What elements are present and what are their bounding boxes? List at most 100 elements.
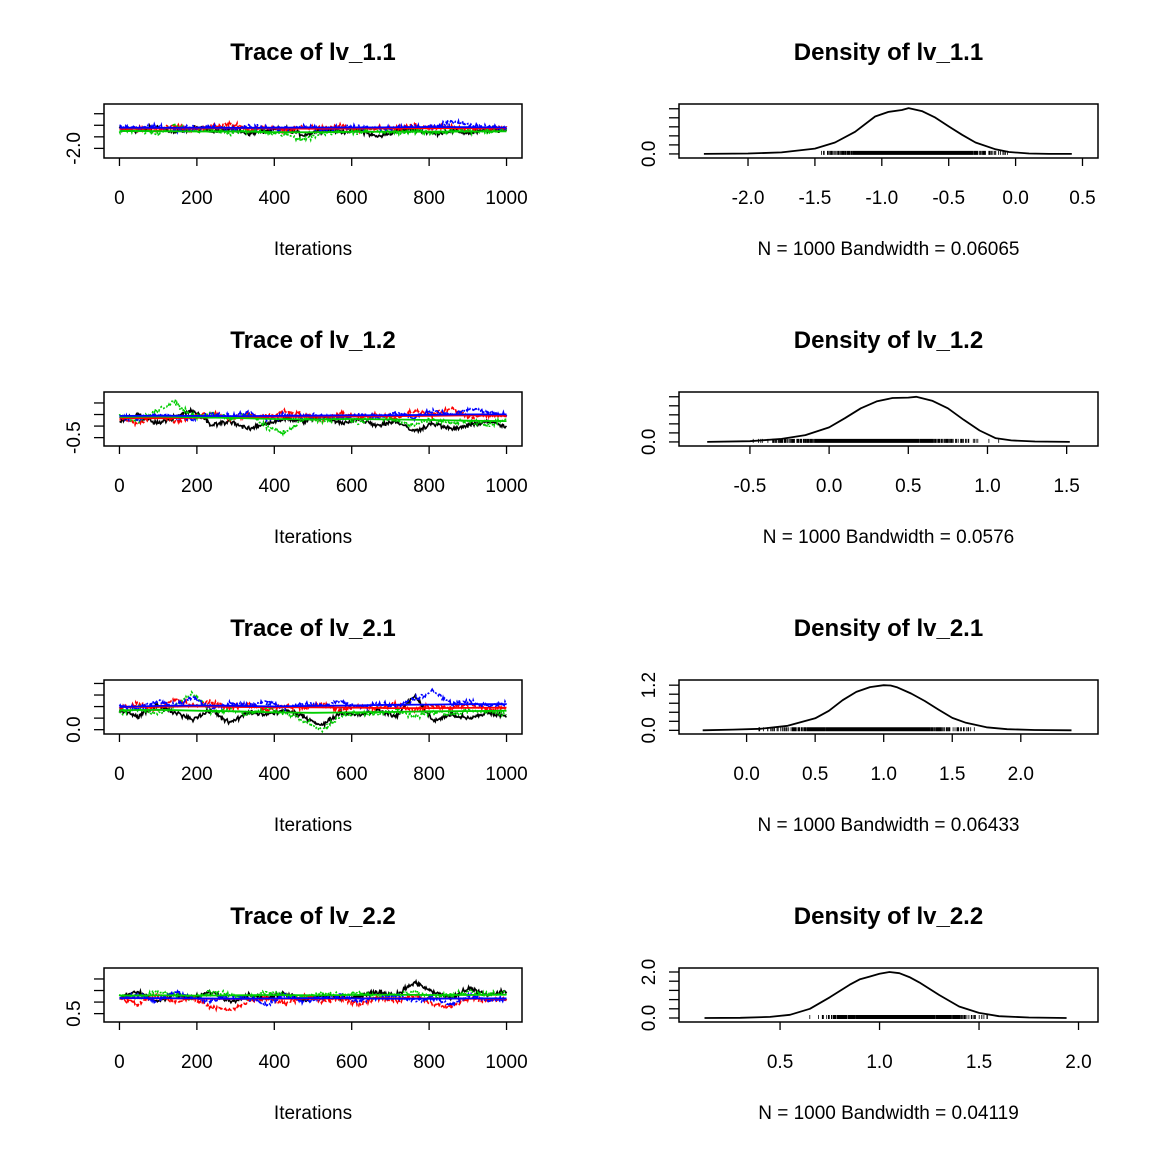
x-tick-label: 1.0 [866, 1052, 892, 1073]
plot-frame [678, 391, 1099, 447]
x-tick-label: 0.0 [1002, 188, 1028, 209]
y-tick-label: 0.0 [639, 141, 660, 167]
x-tick-label: 200 [181, 188, 213, 209]
x-tick-label: 800 [413, 764, 445, 785]
chart-title: Trace of lv_2.2 [230, 903, 395, 930]
x-tick-label: 0.0 [733, 764, 759, 785]
x-tick-label: 200 [181, 764, 213, 785]
plot-frame [103, 391, 523, 447]
x-tick-label: 400 [258, 188, 290, 209]
smooth-line-3 [119, 997, 507, 1000]
x-tick-label: 1000 [485, 764, 527, 785]
x-tick-label: 1.5 [1053, 476, 1079, 497]
x-tick-label: 400 [258, 1052, 290, 1073]
chart-title: Trace of lv_1.1 [230, 39, 395, 66]
y-tick-label: 0.5 [64, 1000, 85, 1026]
x-tick-label: -2.0 [732, 188, 765, 209]
x-axis-label: Iterations [274, 815, 352, 836]
x-axis-label: N = 1000 Bandwidth = 0.06433 [758, 815, 1020, 836]
rug-marks [752, 438, 1000, 443]
x-tick-label: 1000 [485, 188, 527, 209]
x-axis-label: Iterations [274, 527, 352, 548]
smooth-line-3 [119, 703, 507, 708]
x-tick-label: 1000 [485, 476, 527, 497]
plot-frame [103, 967, 523, 1023]
x-tick-label: 0.5 [895, 476, 921, 497]
x-tick-label: 1.5 [966, 1052, 992, 1073]
y-tick-label: 0.0 [639, 717, 660, 743]
smooth-line-3 [119, 126, 507, 129]
x-tick-label: 600 [336, 476, 368, 497]
plot-frame [103, 103, 523, 159]
chart-title: Density of lv_1.2 [794, 327, 983, 354]
x-tick-label: 0.0 [816, 476, 842, 497]
x-tick-label: 1.0 [870, 764, 896, 785]
y-tick-label: -2.0 [64, 132, 85, 165]
x-tick-label: 400 [258, 764, 290, 785]
rug-marks [809, 1015, 988, 1019]
rug-marks [821, 150, 1008, 155]
density-curve [703, 107, 1072, 155]
plot-frame [678, 967, 1099, 1023]
x-tick-label: 2.0 [1065, 1052, 1091, 1073]
rug-marks [758, 727, 975, 732]
trace-series-1 [118, 692, 508, 729]
x-tick-label: 1.0 [974, 476, 1000, 497]
chart-panel-8: Density of lv_2.2 0.5 1.0 1.5 2.0 0.0 2.0 N = 1… [639, 903, 1099, 1124]
x-tick-label: 600 [336, 764, 368, 785]
chart-panel-6: Density of lv_2.1 0.0 0.5 1.0 1.5 2.0 0.0 1.2 N … [639, 615, 1099, 836]
x-axis-label: Iterations [274, 1103, 352, 1124]
chart-title: Density of lv_1.1 [794, 39, 983, 66]
x-axis-label: Iterations [274, 239, 352, 260]
y-tick-label: 1.2 [639, 672, 660, 698]
chart-title: Density of lv_2.2 [794, 903, 983, 930]
y-tick-label: 0.0 [64, 716, 85, 742]
x-tick-label: 400 [258, 476, 290, 497]
y-tick-label: 0.0 [639, 429, 660, 455]
chart-title: Trace of lv_2.1 [230, 615, 395, 642]
x-tick-label: 0 [114, 476, 125, 497]
x-tick-label: 1.5 [939, 764, 965, 785]
x-tick-label: 600 [336, 1052, 368, 1073]
x-tick-label: 0.5 [767, 1052, 793, 1073]
y-tick-label: 0.0 [639, 1005, 660, 1031]
density-curve [702, 684, 1072, 732]
x-tick-label: 1000 [485, 1052, 527, 1073]
chart-title: Density of lv_2.1 [794, 615, 983, 642]
x-tick-label: 800 [413, 476, 445, 497]
x-tick-label: 0.5 [802, 764, 828, 785]
x-tick-label: 200 [181, 1052, 213, 1073]
density-curve [707, 395, 1070, 443]
chart-panel-5: Trace of lv_2.1 0 200 400 600 800 1000 0.0 Itera… [64, 615, 528, 836]
smooth-line-2 [119, 130, 507, 134]
smooth-line-2 [119, 708, 507, 714]
x-axis-label: N = 1000 Bandwidth = 0.04119 [758, 1103, 1019, 1124]
x-tick-label: 0 [114, 188, 125, 209]
plot-frame [678, 103, 1099, 159]
x-tick-label: -1.5 [799, 188, 832, 209]
plot-frame [678, 679, 1099, 735]
trace-series-4 [118, 687, 508, 713]
x-tick-label: 0 [114, 764, 125, 785]
smooth-line-2 [119, 415, 507, 422]
x-tick-label: -0.5 [932, 188, 965, 209]
x-tick-label: 800 [413, 188, 445, 209]
x-tick-label: 0.5 [1069, 188, 1095, 209]
y-tick-label: 2.0 [639, 959, 660, 985]
x-tick-label: 200 [181, 476, 213, 497]
smooth-line-3 [119, 413, 507, 418]
chart-panel-2: Density of lv_1.1 -2.0 -1.5 -1.0 -0.5 0.0 0.5 0… [639, 39, 1099, 260]
chart-title: Trace of lv_1.2 [230, 327, 395, 354]
chart-panel-3: Trace of lv_1.2 0 200 400 600 800 1000 -0.5 Iter… [64, 327, 528, 548]
x-tick-label: 600 [336, 188, 368, 209]
x-tick-label: -0.5 [734, 476, 767, 497]
chart-panel-7: Trace of lv_2.2 0 200 400 600 800 1000 0.5 Itera… [64, 903, 528, 1124]
chart-panel-1: Trace of lv_1.1 0 200 400 600 800 1000 -2.0 Iter… [64, 39, 528, 260]
x-tick-label: 800 [413, 1052, 445, 1073]
x-axis-label: N = 1000 Bandwidth = 0.06065 [758, 239, 1020, 260]
smooth-line-2 [119, 993, 507, 997]
x-tick-label: -1.0 [865, 188, 898, 209]
x-axis-label: N = 1000 Bandwidth = 0.0576 [763, 527, 1014, 548]
